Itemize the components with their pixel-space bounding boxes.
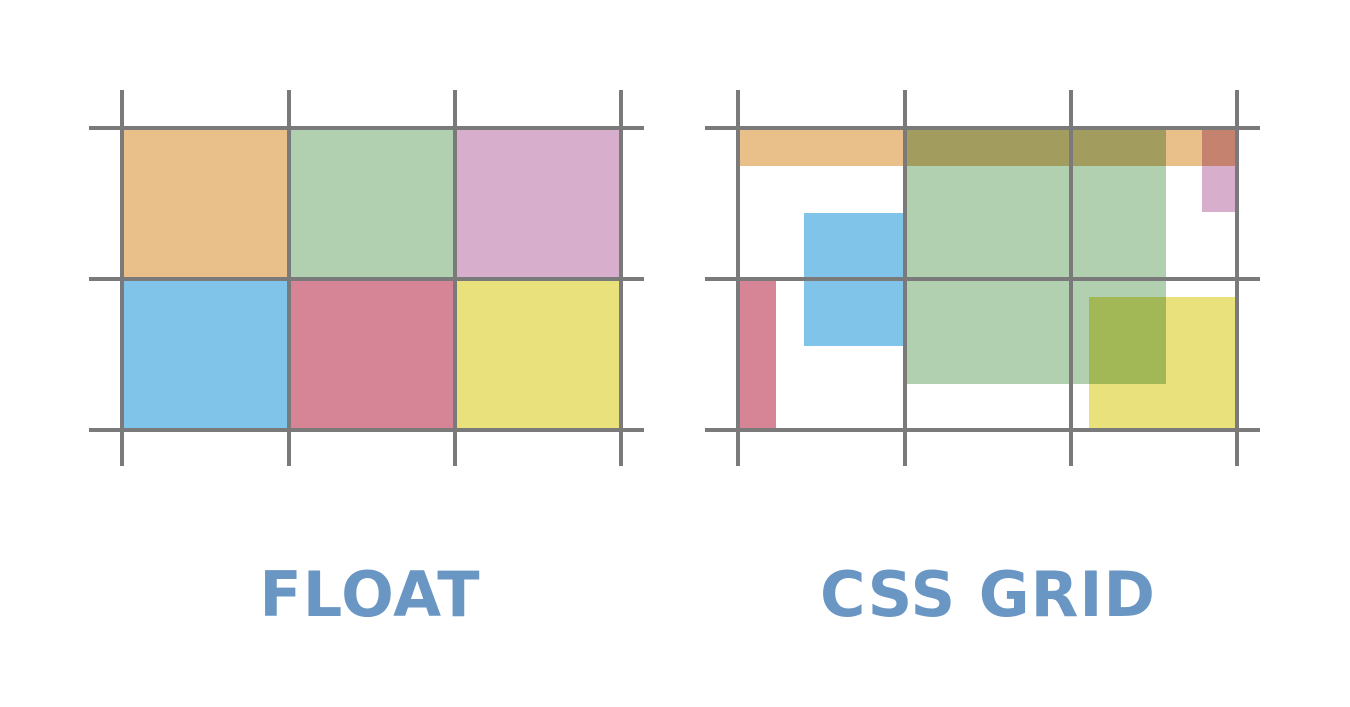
yellow-item [1089,297,1237,430]
css-grid-caption: CSS GRID [820,558,1156,631]
green-cell [289,128,455,279]
float-caption: FLOAT [259,558,481,631]
pink-item [1202,128,1237,212]
red-item [738,279,776,430]
pink-cell [455,128,621,279]
float-grid-lines [89,90,644,466]
orange-cell [122,128,289,279]
red-cell [289,279,455,430]
css-grid-lines [705,90,1260,466]
css-grid-diagram [705,90,1260,466]
float-diagram [89,90,644,466]
css-grid-items [738,128,1237,430]
yellow-cell [455,279,621,430]
blue-cell [122,279,289,430]
